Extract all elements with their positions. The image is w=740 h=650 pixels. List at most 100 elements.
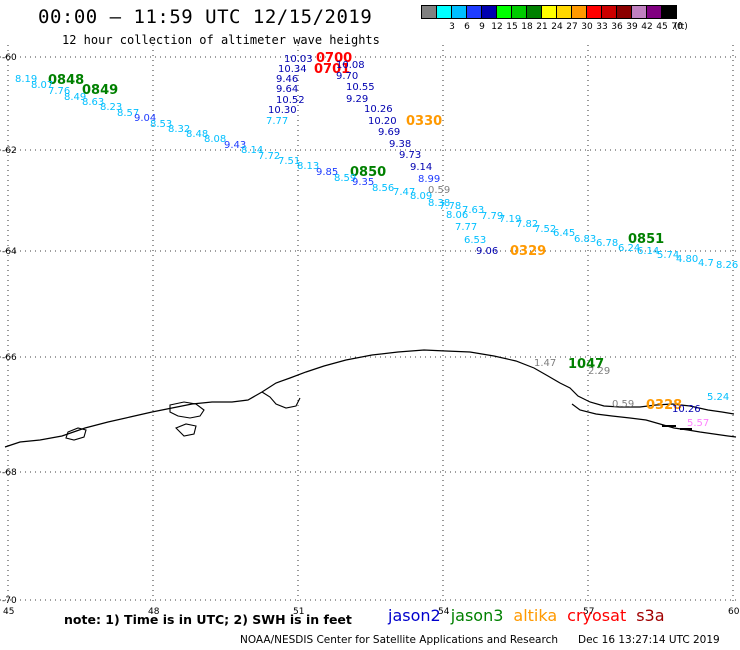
longitude-label: 45: [3, 607, 14, 617]
wave-height-value: 9.73: [399, 150, 421, 161]
satellite-legend-item: jason3: [450, 606, 504, 625]
coastline-path: [4, 349, 735, 448]
island-path: [65, 427, 87, 441]
coastline-path: [571, 403, 737, 438]
legend-swatch-label: 3: [449, 22, 455, 32]
wave-height-value: 8.23: [100, 102, 122, 113]
ice-shelf-path: [662, 425, 692, 430]
wave-height-value: 8.06: [446, 210, 468, 221]
wave-height-value: 7.76: [48, 86, 70, 97]
wave-height-value: 8.14: [241, 145, 263, 156]
wave-height-value: 7.82: [516, 219, 538, 230]
wave-height-value: 9.70: [336, 71, 358, 82]
legend-swatch-label: 33: [596, 22, 608, 32]
wave-height-value: 8.13: [297, 161, 319, 172]
pass-time-label: 0848: [48, 73, 84, 88]
pass-time-label: 1047: [568, 357, 604, 372]
credit-text: NOAA/NESDIS Center for Satellite Applica…: [240, 634, 558, 646]
wave-height-value: 8.32: [168, 124, 190, 135]
wave-height-value: 2.29: [588, 366, 610, 377]
units-note: note: 1) Time is in UTC; 2) SWH is in fe…: [64, 612, 352, 627]
wave-height-value: 7.47: [393, 187, 415, 198]
longitude-label: 57: [583, 607, 594, 617]
wave-height-value: 8.07: [31, 80, 53, 91]
wave-height-value: 9.29: [346, 94, 368, 105]
pass-time-label: 0329: [510, 244, 546, 259]
wave-height-value: 10.52: [276, 95, 305, 106]
wave-height-value: 10.20: [368, 116, 397, 127]
wave-height-value: 7.72: [258, 151, 280, 162]
legend-swatch-label: 30: [581, 22, 593, 32]
satellite-legend: jason2 jason3 altika cryosat s3a: [388, 606, 675, 625]
page-title: 00:00 – 11:59 UTC 12/15/2019: [38, 6, 373, 28]
wave-height-value: 9.35: [352, 177, 374, 188]
latitude-label: -68: [2, 468, 17, 478]
wave-height-value: 6.14: [637, 246, 659, 257]
latitude-label: -70: [2, 596, 17, 606]
wave-height-value: 9.14: [410, 162, 432, 173]
wave-height-value: 6.53: [464, 235, 486, 246]
wave-height-value: 5.74: [657, 250, 679, 261]
wave-height-value: 0.59: [612, 399, 634, 410]
wave-height-value: 7.63: [462, 205, 484, 216]
page-subtitle: 12 hour collection of altimeter wave hei…: [62, 33, 380, 47]
wave-height-value: 8.59: [334, 173, 356, 184]
wave-height-value: 6.78: [596, 238, 618, 249]
wave-height-value: 8.19: [15, 74, 37, 85]
legend-swatch-label: 24: [551, 22, 563, 32]
wave-height-value: 7.51: [278, 156, 300, 167]
pass-time-label: 0849: [82, 83, 118, 98]
wave-height-value: 7.52: [534, 224, 556, 235]
wave-height-value: 9.64: [276, 84, 298, 95]
latitude-label: -66: [2, 353, 17, 363]
wave-height-value: 6.83: [574, 234, 596, 245]
wave-height-value: 5.57: [687, 418, 709, 429]
legend-swatch-label: 70: [671, 22, 683, 32]
wave-height-value: 8.08: [204, 134, 226, 145]
wave-height-value: 8.26: [716, 260, 738, 271]
longitude-label: 54: [438, 607, 450, 617]
wave-height-value: 10.34: [278, 64, 307, 75]
legend-swatch-label: 18: [521, 22, 533, 32]
wave-height-value: 7.77: [455, 222, 477, 233]
legend-swatch-label: 21: [536, 22, 548, 32]
wave-height-value: 7.19: [499, 214, 521, 225]
satellite-legend-item: s3a: [636, 606, 665, 625]
wave-height-value: 7.77: [266, 116, 288, 127]
latitude-label: -64: [2, 247, 17, 257]
wave-height-value: 9.46: [276, 74, 298, 85]
wave-height-value: 8.48: [186, 129, 208, 140]
latitude-label: -60: [2, 53, 17, 63]
island-path: [175, 423, 197, 437]
wave-height-value: 8.56: [372, 183, 394, 194]
longitude-label: 60: [728, 607, 740, 617]
wave-height-value: 9.85: [316, 167, 338, 178]
wave-height-value: 10.26: [672, 404, 701, 415]
wave-height-value: 9.38: [389, 139, 411, 150]
legend-swatch-label: 15: [506, 22, 518, 32]
wave-height-value: 8.99: [418, 174, 440, 185]
legend-swatch-label: 36: [611, 22, 623, 32]
latitude-label: -62: [2, 146, 17, 156]
wave-height-value: 1.47: [534, 358, 556, 369]
wave-height-value: 6.45: [553, 228, 575, 239]
wave-height-value: 9.06: [476, 246, 498, 257]
wave-height-value: 8.53: [150, 119, 172, 130]
wave-height-value: 4.80: [676, 254, 698, 265]
satellite-legend-item: cryosat: [567, 606, 627, 625]
wave-height-value: 8.63: [82, 97, 104, 108]
wave-height-value: 10.30: [268, 105, 297, 116]
legend-unit: (ft): [674, 22, 688, 32]
coastline-path: [261, 391, 301, 409]
graticule: [0, 45, 740, 605]
longitude-label: 51: [293, 607, 304, 617]
pass-time-label: 0328: [646, 398, 682, 413]
pass-time-label: 0330: [406, 114, 442, 129]
wave-height-value: 10.03: [284, 54, 313, 65]
wave-height-value: 9.69: [378, 127, 400, 138]
wave-height-value: 8.38: [428, 198, 450, 209]
wave-height-value: 9.04: [134, 113, 156, 124]
wave-height-value: 7.79: [481, 211, 503, 222]
legend-swatch-label: 42: [641, 22, 653, 32]
